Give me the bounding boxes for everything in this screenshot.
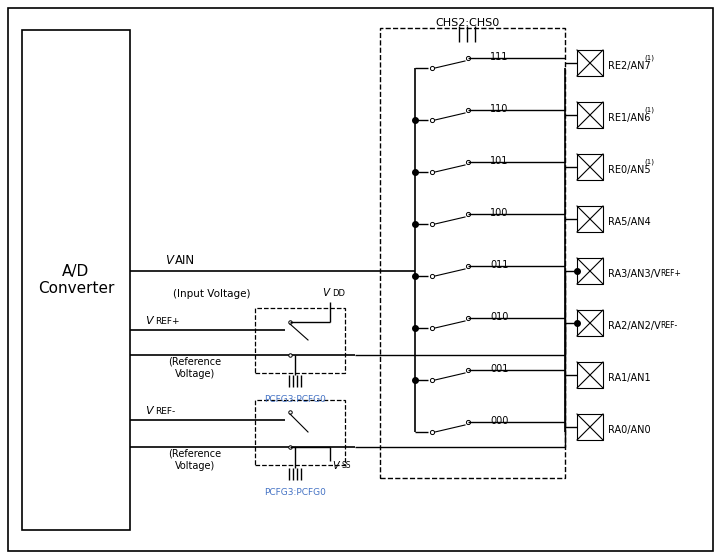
Bar bbox=[22, 30, 130, 530]
Text: RE0/AN5: RE0/AN5 bbox=[608, 165, 650, 175]
Text: (1): (1) bbox=[645, 107, 655, 113]
Text: V: V bbox=[165, 254, 173, 267]
Text: REF-: REF- bbox=[155, 407, 175, 416]
Text: 101: 101 bbox=[490, 156, 508, 166]
Text: (Reference
Voltage): (Reference Voltage) bbox=[169, 449, 221, 471]
Text: SS: SS bbox=[341, 461, 350, 470]
Text: DD: DD bbox=[332, 289, 345, 298]
Text: RA2/AN2/V: RA2/AN2/V bbox=[608, 321, 660, 331]
Bar bbox=[577, 206, 603, 232]
Text: RE1/AN6: RE1/AN6 bbox=[608, 113, 650, 123]
Text: REF+: REF+ bbox=[155, 317, 180, 326]
Bar bbox=[577, 50, 603, 76]
Text: AIN: AIN bbox=[175, 254, 195, 267]
Bar bbox=[255, 400, 345, 465]
Text: (1): (1) bbox=[645, 159, 655, 165]
Text: (Reference
Voltage): (Reference Voltage) bbox=[169, 357, 221, 378]
Text: CHS2:CHS0: CHS2:CHS0 bbox=[435, 18, 499, 28]
Text: V: V bbox=[332, 461, 339, 471]
Text: RA0/AN0: RA0/AN0 bbox=[608, 425, 650, 435]
Text: REF-: REF- bbox=[660, 321, 677, 330]
Bar bbox=[577, 258, 603, 284]
Bar bbox=[577, 310, 603, 336]
Text: V: V bbox=[322, 288, 329, 298]
Text: REF+: REF+ bbox=[660, 269, 681, 278]
Text: 110: 110 bbox=[490, 104, 508, 114]
Text: 100: 100 bbox=[490, 208, 508, 218]
Bar bbox=[577, 102, 603, 128]
Text: 111: 111 bbox=[490, 52, 508, 62]
Bar bbox=[577, 362, 603, 388]
Bar bbox=[380, 28, 565, 478]
Bar bbox=[577, 154, 603, 180]
Text: PCFG3:PCFG0: PCFG3:PCFG0 bbox=[264, 488, 326, 497]
Text: 001: 001 bbox=[490, 364, 508, 374]
Bar bbox=[255, 308, 345, 373]
Text: (Input Voltage): (Input Voltage) bbox=[173, 289, 250, 299]
Text: PCFG3:PCFG0: PCFG3:PCFG0 bbox=[264, 395, 326, 404]
Bar bbox=[577, 414, 603, 440]
Text: RE2/AN7: RE2/AN7 bbox=[608, 61, 651, 71]
Text: 010: 010 bbox=[490, 312, 508, 322]
Text: RA1/AN1: RA1/AN1 bbox=[608, 373, 650, 383]
Text: V: V bbox=[145, 406, 153, 416]
Text: RA5/AN4: RA5/AN4 bbox=[608, 217, 651, 227]
Text: V: V bbox=[145, 316, 153, 326]
Text: (1): (1) bbox=[645, 55, 655, 61]
Text: 000: 000 bbox=[490, 416, 508, 426]
Text: A/D
Converter: A/D Converter bbox=[37, 264, 114, 296]
Text: 011: 011 bbox=[490, 260, 508, 270]
Text: RA3/AN3/V: RA3/AN3/V bbox=[608, 269, 660, 279]
